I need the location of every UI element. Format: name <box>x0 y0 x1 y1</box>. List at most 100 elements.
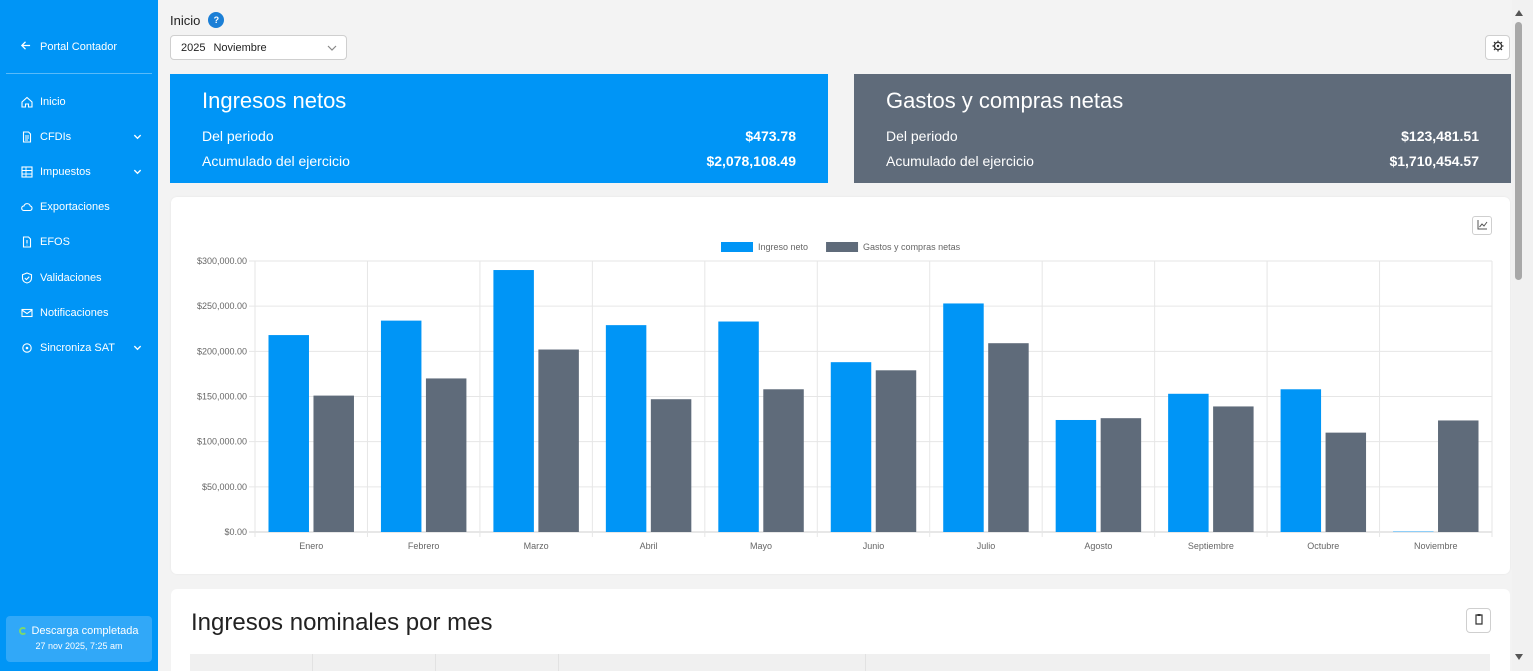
page-scrollbar[interactable] <box>1512 0 1533 671</box>
chevron-down-icon[interactable] <box>132 132 142 142</box>
breadcrumb: Inicio ? <box>170 12 225 28</box>
chart-type-button[interactable] <box>1472 216 1492 235</box>
ingresos-acumulado-value: $2,078,108.49 <box>706 153 796 169</box>
table-header-cell <box>313 654 436 671</box>
y-tick-label: $150,000.00 <box>197 392 247 402</box>
bar-ingreso-neto-junio <box>830 362 872 532</box>
clipboard-icon <box>1473 612 1485 630</box>
bar-gastos-febrero <box>425 378 467 532</box>
period-year: 2025 <box>181 41 206 54</box>
scroll-down-icon[interactable] <box>1514 652 1524 662</box>
bar-gastos-julio <box>988 343 1029 532</box>
sidebar-item-label: EFOS <box>40 236 70 249</box>
period-month: Noviembre <box>213 41 267 54</box>
x-tick-label: Febrero <box>408 541 440 551</box>
ingresos-netos-card: Ingresos netos Del periodo $473.78 Acumul… <box>170 74 828 183</box>
file-alert-icon <box>21 236 33 248</box>
bar-gastos-marzo <box>538 349 579 532</box>
sidebar-item-validaciones[interactable]: Validaciones <box>0 260 158 295</box>
bar-ingreso-neto-febrero <box>380 320 422 532</box>
y-tick-label: $250,000.00 <box>197 301 247 311</box>
bar-gastos-junio <box>875 370 917 532</box>
line-chart-icon <box>1477 217 1488 235</box>
y-tick-label: $0.00 <box>224 527 247 537</box>
back-to-portal-link[interactable]: Portal Contador <box>20 40 117 54</box>
ingresos-netos-title: Ingresos netos <box>202 88 347 113</box>
sidebar-nav: Inicio CFDIs Impuestos Exportaciones EFOS Val… <box>0 84 158 366</box>
sidebar-item-notificaciones[interactable]: Notificaciones <box>0 295 158 330</box>
sidebar-item-sincroniza-sat[interactable]: Sincroniza SAT <box>0 330 158 365</box>
mail-icon <box>21 307 33 319</box>
table-header-cell <box>190 654 313 671</box>
bar-ingreso-neto-agosto <box>1055 419 1097 532</box>
scroll-up-icon[interactable] <box>1514 8 1524 18</box>
sidebar-item-inicio[interactable]: Inicio <box>0 84 158 119</box>
x-tick-label: Noviembre <box>1414 541 1458 551</box>
cloud-icon <box>21 201 33 213</box>
download-status-time: 27 nov 2025, 7:25 am <box>35 641 123 651</box>
x-tick-label: Septiembre <box>1188 541 1234 551</box>
sidebar-item-label: Notificaciones <box>40 306 109 319</box>
sidebar-item-label: CFDIs <box>40 130 72 143</box>
x-tick-label: Marzo <box>524 541 549 551</box>
monthly-bar-chart: $0.00 $50,000.00 $100,000.00 $150,000.00 $20… <box>197 242 1493 551</box>
sidebar-item-label: Impuestos <box>40 165 91 178</box>
x-tick-label: Julio <box>977 541 996 551</box>
gastos-netos-card: Gastos y compras netas Del periodo $123,4… <box>854 74 1511 183</box>
legend-swatch-0 <box>721 242 753 252</box>
sidebar-item-label: Validaciones <box>40 271 102 284</box>
gastos-periodo-label: Del periodo <box>886 128 958 144</box>
download-status: Descarga completada 27 nov 2025, 7:25 am <box>6 616 152 662</box>
grid-icon <box>21 166 33 178</box>
bar-gastos-agosto <box>1100 418 1142 532</box>
legend-label-1: Gastos y compras netas <box>863 242 961 252</box>
arrow-left-icon <box>20 40 31 54</box>
y-tick-label: $300,000.00 <box>197 256 247 266</box>
period-select[interactable]: 2025 Noviembre <box>170 35 347 60</box>
bar-ingreso-neto-marzo <box>493 270 534 532</box>
y-tick-label: $200,000.00 <box>197 346 247 356</box>
chevron-down-icon[interactable] <box>132 343 142 353</box>
gastos-periodo-value: $123,481.51 <box>1401 128 1479 144</box>
help-icon[interactable]: ? <box>208 12 225 28</box>
sidebar-item-efos[interactable]: EFOS <box>0 225 158 260</box>
sidebar-item-impuestos[interactable]: Impuestos <box>0 154 158 189</box>
bar-ingreso-neto-julio <box>943 303 984 532</box>
sync-icon <box>21 342 33 354</box>
ingresos-periodo-label: Del periodo <box>202 128 274 144</box>
x-tick-label: Enero <box>299 541 323 551</box>
ingresos-periodo-value: $473.78 <box>745 128 796 144</box>
bar-ingreso-neto-enero <box>268 335 309 532</box>
bar-ingreso-neto-abril <box>605 325 647 532</box>
x-tick-label: Abril <box>640 541 658 551</box>
gear-icon <box>1492 39 1504 57</box>
x-tick-label: Mayo <box>750 541 772 551</box>
shield-check-icon <box>21 271 33 284</box>
settings-button[interactable] <box>1485 35 1510 60</box>
scrollbar-thumb[interactable] <box>1515 22 1522 280</box>
y-tick-label: $100,000.00 <box>197 437 247 447</box>
page-title: Inicio <box>170 12 201 28</box>
gastos-acumulado-value: $1,710,454.57 <box>1389 153 1479 169</box>
bar-gastos-enero <box>313 395 354 532</box>
copy-button[interactable] <box>1466 608 1491 633</box>
bar-gastos-septiembre <box>1213 406 1254 532</box>
y-tick-label: $50,000.00 <box>202 482 247 492</box>
sidebar-item-label: Sincroniza SAT <box>40 341 115 354</box>
x-tick-label: Junio <box>863 541 885 551</box>
bar-ingreso-neto-octubre <box>1280 389 1322 532</box>
legend-swatch-1 <box>826 242 859 252</box>
bar-ingreso-neto-septiembre <box>1168 393 1209 532</box>
chevron-down-icon[interactable] <box>132 167 142 177</box>
sidebar-item-exportaciones[interactable]: Exportaciones <box>0 190 158 225</box>
table-header-cell <box>436 654 559 671</box>
ingresos-nominales-title: Ingresos nominales por mes <box>191 609 493 636</box>
document-icon <box>21 131 33 143</box>
bar-ingreso-neto-mayo <box>718 321 759 532</box>
download-status-title: Descarga completada <box>31 625 139 637</box>
bar-gastos-mayo <box>763 389 804 532</box>
home-icon <box>21 96 33 108</box>
sidebar-item-cfdis[interactable]: CFDIs <box>0 119 158 154</box>
back-label: Portal Contador <box>40 41 118 53</box>
sidebar-divider <box>6 73 152 74</box>
